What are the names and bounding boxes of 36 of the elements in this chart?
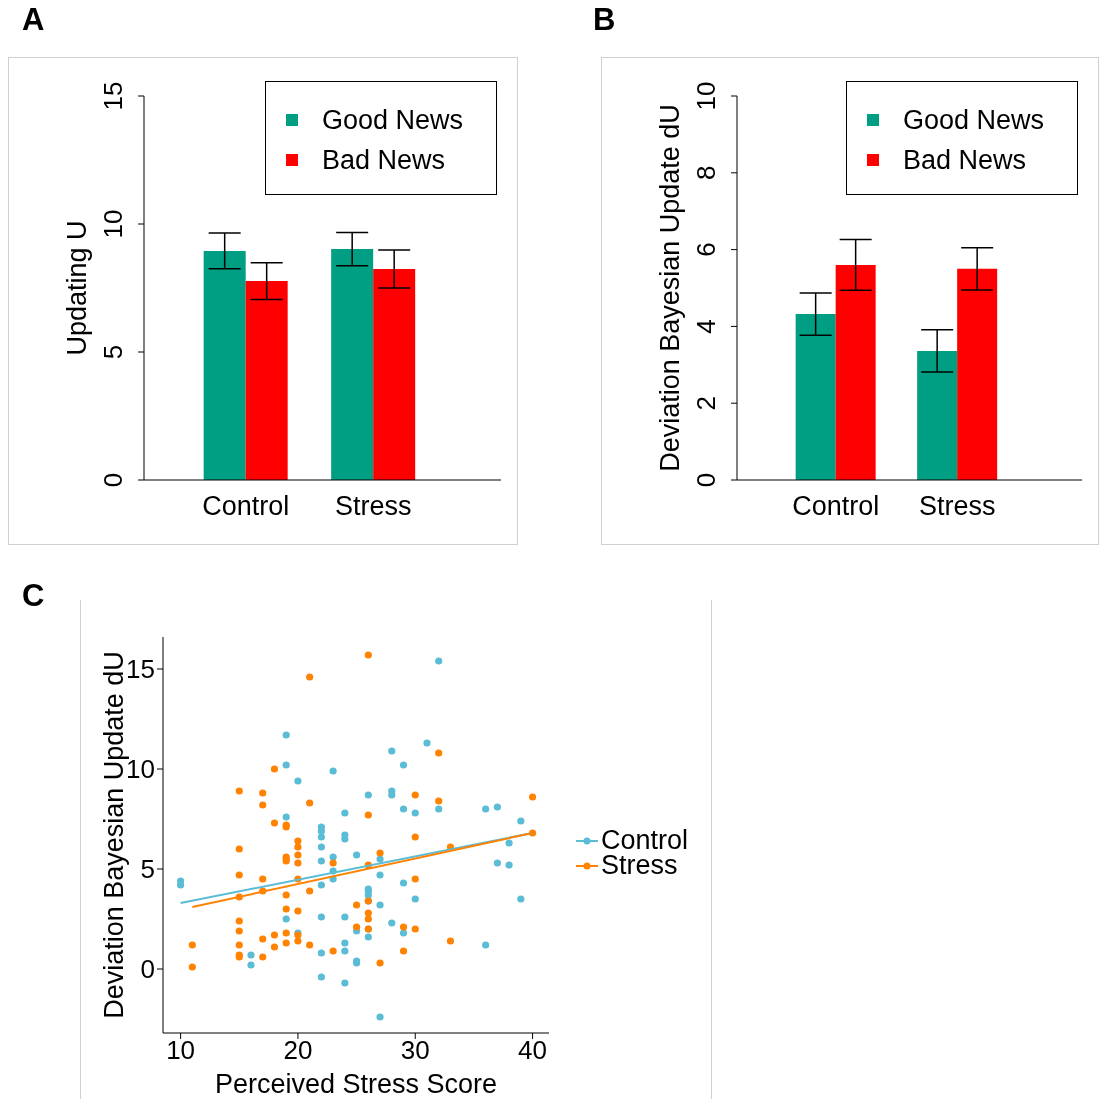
y-tick-label: 5 <box>98 344 128 360</box>
y-tick-label: 15 <box>98 81 128 111</box>
x-tick-label: 20 <box>283 1035 313 1066</box>
x-tick-label: 10 <box>166 1035 196 1066</box>
bar <box>957 268 998 480</box>
chart-title: B <box>593 2 616 38</box>
x-axis-title: Perceived Stress Score <box>214 1069 498 1099</box>
x-tick-label: Stress <box>918 491 996 522</box>
legend-label: Good News <box>903 104 1045 136</box>
x-tick-label: Stress <box>334 491 412 522</box>
y-axis-title: Deviation Bayesian Update dU <box>654 104 685 472</box>
legend-label: Bad News <box>322 144 446 176</box>
bar <box>917 350 958 480</box>
y-tick-label: 10 <box>691 81 721 111</box>
y-axis-title: Updating U <box>61 220 92 356</box>
chart-title: A <box>22 2 45 38</box>
bar <box>795 314 836 480</box>
y-tick-label: 0 <box>691 472 721 488</box>
y-tick-label: 0 <box>140 954 155 985</box>
x-tick-label: Control <box>202 491 290 522</box>
y-tick-label: 8 <box>691 165 721 181</box>
x-tick-label: 30 <box>400 1035 430 1066</box>
y-tick-label: 15 <box>126 654 155 685</box>
x-tick-label: Control <box>792 491 880 522</box>
legend-label: Good News <box>322 104 464 136</box>
chart-title: C <box>22 578 45 614</box>
bar <box>835 264 876 480</box>
y-tick-label: 5 <box>140 854 155 885</box>
y-tick-label: 6 <box>691 242 721 257</box>
legend-label: Bad News <box>903 144 1027 176</box>
y-axis-title: Deviation Bayesian Update dU <box>98 651 129 1019</box>
x-tick-label: 40 <box>518 1035 548 1066</box>
y-tick-label: 4 <box>691 319 721 334</box>
y-tick-label: 2 <box>691 395 721 411</box>
y-tick-label: 10 <box>98 209 128 239</box>
y-tick-label: 0 <box>98 472 128 488</box>
